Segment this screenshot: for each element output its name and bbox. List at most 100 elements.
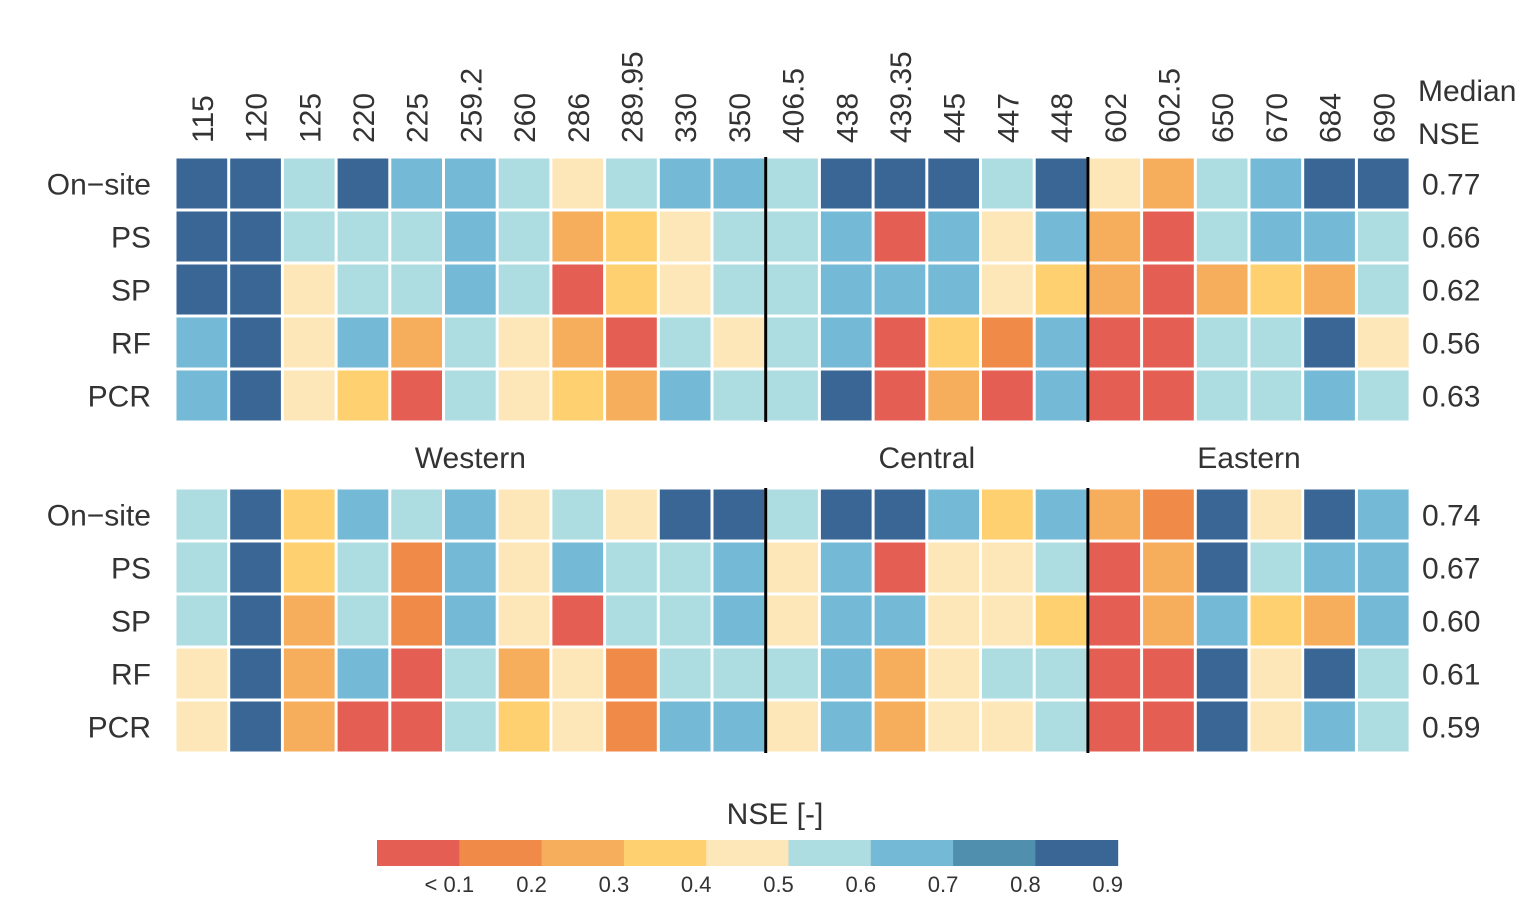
heatmap-cell xyxy=(659,701,711,752)
heatmap-cell xyxy=(1143,542,1194,593)
heatmap-cell xyxy=(445,595,496,646)
column-label: 439.35 xyxy=(885,51,918,143)
heatmap-cell xyxy=(391,317,442,368)
heatmap-cell xyxy=(445,158,496,209)
column-label: 260 xyxy=(509,93,542,143)
heatmap-cell xyxy=(1250,648,1302,699)
row-label: PS xyxy=(111,222,151,255)
heatmap-cell xyxy=(982,370,1033,421)
heatmap-cell xyxy=(337,370,389,421)
median-header-line1: Median xyxy=(1418,75,1516,108)
median-value: 0.66 xyxy=(1422,222,1480,255)
legend-label: 0.4 xyxy=(681,872,712,897)
heatmap-cell xyxy=(1357,370,1409,421)
heatmap-cell xyxy=(982,211,1033,262)
heatmap-cell xyxy=(874,648,926,699)
heatmap-cell xyxy=(659,211,711,262)
heatmap-cell xyxy=(713,264,765,315)
heatmap-cell xyxy=(659,370,711,421)
heatmap-cell xyxy=(283,317,335,368)
heatmap-cell xyxy=(283,158,335,209)
heatmap-cell xyxy=(713,701,765,752)
heatmap-cell xyxy=(283,489,335,540)
heatmap-cell xyxy=(928,701,979,752)
heatmap-cell xyxy=(713,370,765,421)
heatmap-cell xyxy=(820,211,872,262)
heatmap-cell xyxy=(820,317,872,368)
heatmap-cell xyxy=(659,595,711,646)
heatmap-cell xyxy=(498,158,550,209)
column-label: 670 xyxy=(1261,93,1294,143)
heatmap-cell xyxy=(283,648,335,699)
heatmap-cell xyxy=(820,370,872,421)
column-label: 289.95 xyxy=(616,51,649,143)
heatmap-cell xyxy=(283,264,335,315)
heatmap-cell xyxy=(606,701,657,752)
row-label: RF xyxy=(111,328,151,361)
heatmap-cell xyxy=(928,211,979,262)
heatmap-cell xyxy=(552,211,604,262)
heatmap-cell xyxy=(176,370,228,421)
column-label: 330 xyxy=(670,93,703,143)
heatmap-cell xyxy=(659,317,711,368)
heatmap-cell xyxy=(283,595,335,646)
legend-swatch xyxy=(459,840,543,866)
heatmap-cell xyxy=(337,701,389,752)
heatmap-cell xyxy=(230,542,281,593)
column-label: 125 xyxy=(294,93,327,143)
heatmap-cell xyxy=(1250,595,1302,646)
heatmap-cell xyxy=(982,648,1033,699)
heatmap-cell xyxy=(606,158,657,209)
heatmap-cell xyxy=(1304,317,1355,368)
heatmap-cell xyxy=(1196,489,1248,540)
heatmap-cell xyxy=(874,542,926,593)
heatmap-cell xyxy=(713,211,765,262)
heatmap-cell xyxy=(982,489,1033,540)
legend-swatch xyxy=(377,840,460,866)
heatmap-cell xyxy=(874,489,926,540)
heatmap-cell xyxy=(1143,701,1194,752)
heatmap-cell xyxy=(874,701,926,752)
heatmap-cell xyxy=(874,211,926,262)
heatmap-cell xyxy=(230,648,281,699)
heatmap-cell xyxy=(176,595,228,646)
heatmap-cell xyxy=(874,317,926,368)
heatmap-cell xyxy=(820,264,872,315)
heatmap-cell xyxy=(337,648,389,699)
heatmap-cell xyxy=(767,264,818,315)
median-value: 0.61 xyxy=(1422,659,1480,692)
heatmap-cell xyxy=(391,542,442,593)
heatmap-cell xyxy=(1250,158,1302,209)
heatmap-cell xyxy=(552,489,604,540)
row-label: On−site xyxy=(47,169,151,202)
median-value: 0.60 xyxy=(1422,606,1480,639)
heatmap-cell xyxy=(230,595,281,646)
column-label: 602 xyxy=(1100,93,1133,143)
heatmap-cell xyxy=(767,158,818,209)
heatmap-cell xyxy=(176,158,228,209)
heatmap-cell xyxy=(1304,264,1355,315)
row-label: PCR xyxy=(88,381,151,414)
heatmap-cell xyxy=(767,370,818,421)
heatmap-cell xyxy=(498,542,550,593)
column-label: 684 xyxy=(1315,93,1348,143)
row-label: RF xyxy=(111,659,151,692)
heatmap-cell xyxy=(1035,648,1087,699)
heatmap-cell xyxy=(230,211,281,262)
heatmap-cell xyxy=(982,158,1033,209)
heatmap-cell xyxy=(391,370,442,421)
heatmap-cell xyxy=(1196,211,1248,262)
heatmap-cell xyxy=(283,542,335,593)
heatmap-cell xyxy=(1357,264,1409,315)
heatmap-cell xyxy=(874,264,926,315)
heatmap-cell xyxy=(874,158,926,209)
region-label: Central xyxy=(878,442,975,475)
heatmap-cell xyxy=(337,158,389,209)
heatmap-cell xyxy=(820,542,872,593)
heatmap-cell xyxy=(928,648,979,699)
heatmap-cell xyxy=(767,542,818,593)
heatmap-cell xyxy=(391,158,442,209)
heatmap-cell xyxy=(767,489,818,540)
heatmap-cell xyxy=(713,158,765,209)
heatmap-cell xyxy=(1143,211,1194,262)
